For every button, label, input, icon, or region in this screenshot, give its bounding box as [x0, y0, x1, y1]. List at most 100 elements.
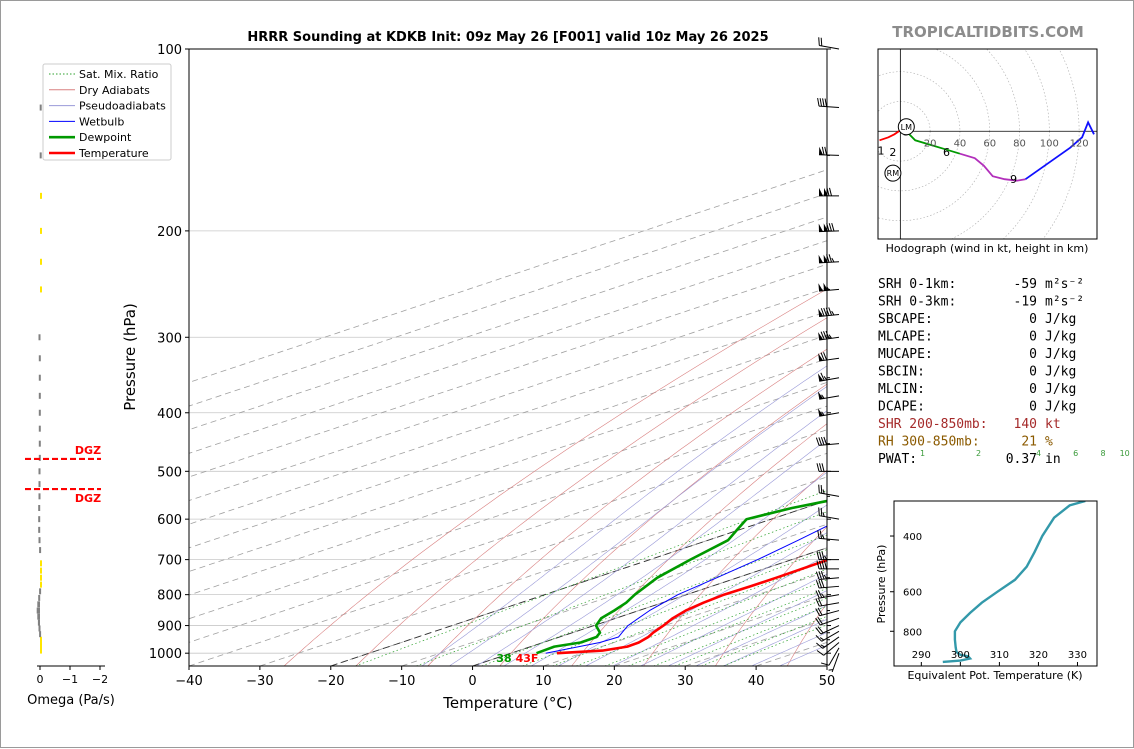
x-tick-label: 0: [468, 674, 476, 689]
omega-tick-label: 0: [37, 673, 44, 686]
theta-e-line: [943, 501, 1086, 662]
skewt-x-label: Temperature (°C): [442, 694, 572, 712]
barb-feather: [822, 594, 825, 598]
mixing-ratio-label: 2: [976, 449, 981, 458]
stat-value-mlcape: 0: [1029, 330, 1037, 345]
omega-bar: [39, 355, 41, 361]
stat-unit-rh: %: [1045, 435, 1053, 450]
barb-feather: [820, 98, 821, 106]
barb-feather: [816, 580, 819, 588]
barb-feather: [820, 530, 821, 538]
omega-x-label: Omega (Pa/s): [27, 693, 115, 708]
dgz-label: DGZ: [75, 444, 101, 457]
stat-unit-mlcape: J/kg: [1045, 330, 1076, 345]
omega-bar: [38, 595, 40, 601]
omega-bar: [39, 393, 41, 399]
omega-bar: [39, 537, 41, 543]
theta-e-y-tick-label: 400: [903, 532, 922, 543]
barb-feather: [829, 254, 831, 262]
stat-value-sbcape: 0: [1029, 312, 1037, 327]
barb-staff: [819, 493, 839, 496]
x-tick-label: −40: [175, 674, 202, 689]
hodograph-plot: [722, 1, 1097, 310]
storm-motion-label: RM: [887, 169, 900, 178]
legend-label: Sat. Mix. Ratio: [79, 68, 159, 81]
barb-feather: [818, 98, 819, 106]
hodograph-trace: [1026, 122, 1095, 179]
omega-bar: [39, 468, 41, 474]
barb-feather: [825, 99, 826, 107]
omega-bar: [39, 426, 41, 432]
barb-staff: [832, 653, 839, 672]
theta-e-x-tick-label: 310: [990, 650, 1009, 661]
omega-bar: [38, 527, 40, 533]
wind-barb: [818, 283, 839, 291]
barb-feather: [816, 438, 819, 446]
stat-label-mucape: MUCAPE:: [878, 347, 933, 362]
barb-feather: [816, 572, 819, 580]
chart-title: HRRR Sounding at KDKB Init: 09z May 26 […: [247, 30, 768, 45]
omega-bar: [39, 588, 41, 594]
omega-bar: [40, 286, 42, 292]
wind-barb: [818, 530, 839, 540]
theta-e-x-tick-label: 300: [951, 650, 970, 661]
dry-adiabat-line: [428, 49, 1134, 666]
hodograph-ring-label: 120: [1070, 138, 1089, 149]
omega-bar: [40, 642, 42, 648]
barb-feather: [821, 580, 824, 588]
mixing-ratio-line: [552, 444, 1133, 666]
omega-bar: [40, 648, 42, 654]
mixing-ratio-line: [576, 444, 1134, 666]
omega-bar: [39, 410, 41, 416]
barb-pennant: [819, 255, 823, 263]
stat-label-dcape: DCAPE:: [878, 400, 925, 415]
theta-e-x-tick-label: 290: [912, 650, 931, 661]
theta-e-frame: [894, 501, 1097, 666]
stat-value-srh1: -59: [1014, 277, 1037, 292]
stat-value-sbcin: 0: [1029, 365, 1037, 380]
x-tick-label: 40: [748, 674, 765, 689]
y-tick-label: 900: [157, 620, 182, 635]
barb-feather: [824, 575, 826, 579]
theta-e-x-label: Equivalent Pot. Temperature (K): [907, 669, 1082, 682]
omega-bar: [38, 620, 40, 626]
barb-feather: [829, 670, 833, 671]
barb-feather: [821, 437, 824, 445]
x-tick-label: −30: [246, 674, 273, 689]
theta-e-y-tick-label: 600: [903, 588, 922, 599]
omega-bar: [38, 516, 40, 522]
hodograph-ring-label: 100: [1040, 138, 1059, 149]
omega-bar: [39, 334, 41, 340]
wind-barb: [817, 561, 839, 569]
dry-adiabat-line: [284, 49, 1134, 666]
stat-label-srh3: SRH 0-3km:: [878, 295, 956, 310]
storm-motion-label: LM: [901, 123, 912, 132]
omega-bar: [39, 441, 41, 447]
barb-feather: [824, 376, 827, 380]
barb-feather: [821, 485, 822, 493]
omega-bar: [39, 481, 41, 487]
barb-feather: [819, 507, 820, 515]
skewt-frame: [189, 49, 827, 666]
theta-e-x-tick-label: 320: [1029, 650, 1048, 661]
x-tick-label: −20: [317, 674, 344, 689]
barb-staff: [819, 586, 839, 588]
mixing-ratio-label: 6: [1073, 449, 1078, 458]
wind-barb: [818, 352, 839, 361]
barb-feather: [822, 552, 824, 560]
barb-staff: [820, 611, 839, 616]
hodograph-ring-label: 20: [924, 138, 937, 149]
stat-unit-sbcin: J/kg: [1045, 365, 1076, 380]
legend-label: Dry Adiabats: [79, 84, 150, 97]
wind-barb: [819, 147, 839, 156]
wind-barb: [819, 254, 839, 263]
barb-feather: [823, 98, 824, 106]
mixing-ratio-line: [605, 444, 1134, 666]
barb-feather: [822, 147, 824, 155]
wind-barb: [819, 223, 839, 231]
barb-feather: [829, 223, 831, 231]
